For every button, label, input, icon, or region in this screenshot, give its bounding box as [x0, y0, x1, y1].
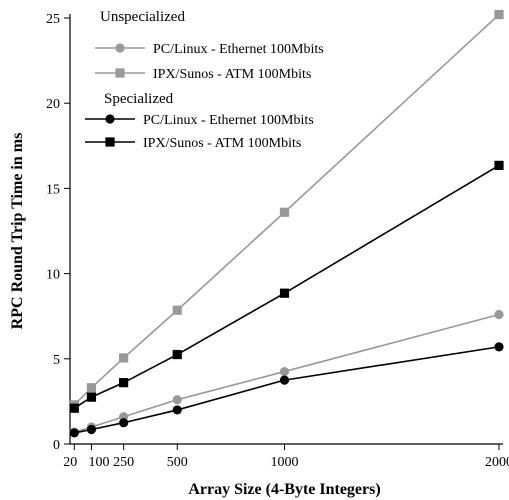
x-tick-label: 1000 [271, 455, 299, 470]
legend: Unspecialized PC/Linux - Ethernet 100Mbit… [85, 9, 324, 151]
data-point [494, 160, 504, 170]
data-point [494, 342, 504, 352]
data-point [172, 349, 182, 360]
y-tick-label: 10 [46, 268, 60, 283]
series-layer [69, 9, 504, 438]
legend-marker [115, 68, 125, 78]
y-tick-label: 15 [46, 182, 60, 197]
legend-label: PC/Linux - Ethernet 100Mbits [153, 42, 324, 57]
series-0 [69, 309, 504, 437]
series-line [74, 346, 500, 434]
data-point [119, 378, 129, 388]
data-point [494, 309, 504, 320]
x-tick-label: 250 [113, 455, 134, 470]
data-point [172, 395, 182, 405]
series-2 [69, 342, 504, 438]
x-tick-label: 500 [167, 455, 188, 470]
y-ticks: 0 5 10 15 20 25 [46, 12, 70, 453]
data-point [119, 418, 129, 428]
legend-group-title: Specialized [104, 91, 174, 107]
data-point [119, 353, 129, 363]
y-tick-label: 5 [53, 353, 60, 368]
legend-marker [115, 43, 125, 53]
x-tick-label: 100 [88, 455, 109, 470]
data-point [86, 383, 97, 393]
data-point [279, 288, 290, 298]
data-point [279, 366, 290, 377]
y-axis-title: RPC Round Trip Time in ms [9, 133, 26, 330]
series-3 [69, 160, 504, 413]
x-axis-title: Array Size (4-Byte Integers) [188, 481, 380, 498]
legend-marker [105, 114, 115, 124]
data-point [86, 392, 97, 402]
data-point [86, 424, 97, 435]
data-point [279, 207, 290, 217]
x-tick-label: 20 [63, 455, 77, 470]
legend-label: IPX/Sunos - ATM 100Mbits [153, 67, 311, 82]
y-tick-label: 20 [46, 97, 60, 112]
y-tick-label: 25 [46, 12, 60, 27]
data-point [494, 9, 504, 20]
data-point [69, 403, 79, 413]
data-point [172, 305, 182, 315]
data-point [279, 375, 290, 385]
legend-label: IPX/Sunos - ATM 100Mbits [143, 136, 301, 151]
y-tick-label: 0 [53, 438, 60, 453]
legend-label: PC/Linux - Ethernet 100Mbits [143, 113, 314, 128]
data-point [69, 428, 79, 438]
data-point [172, 405, 182, 415]
legend-group-title: Unspecialized [100, 9, 185, 25]
legend-marker [105, 137, 115, 147]
axes [69, 14, 503, 445]
